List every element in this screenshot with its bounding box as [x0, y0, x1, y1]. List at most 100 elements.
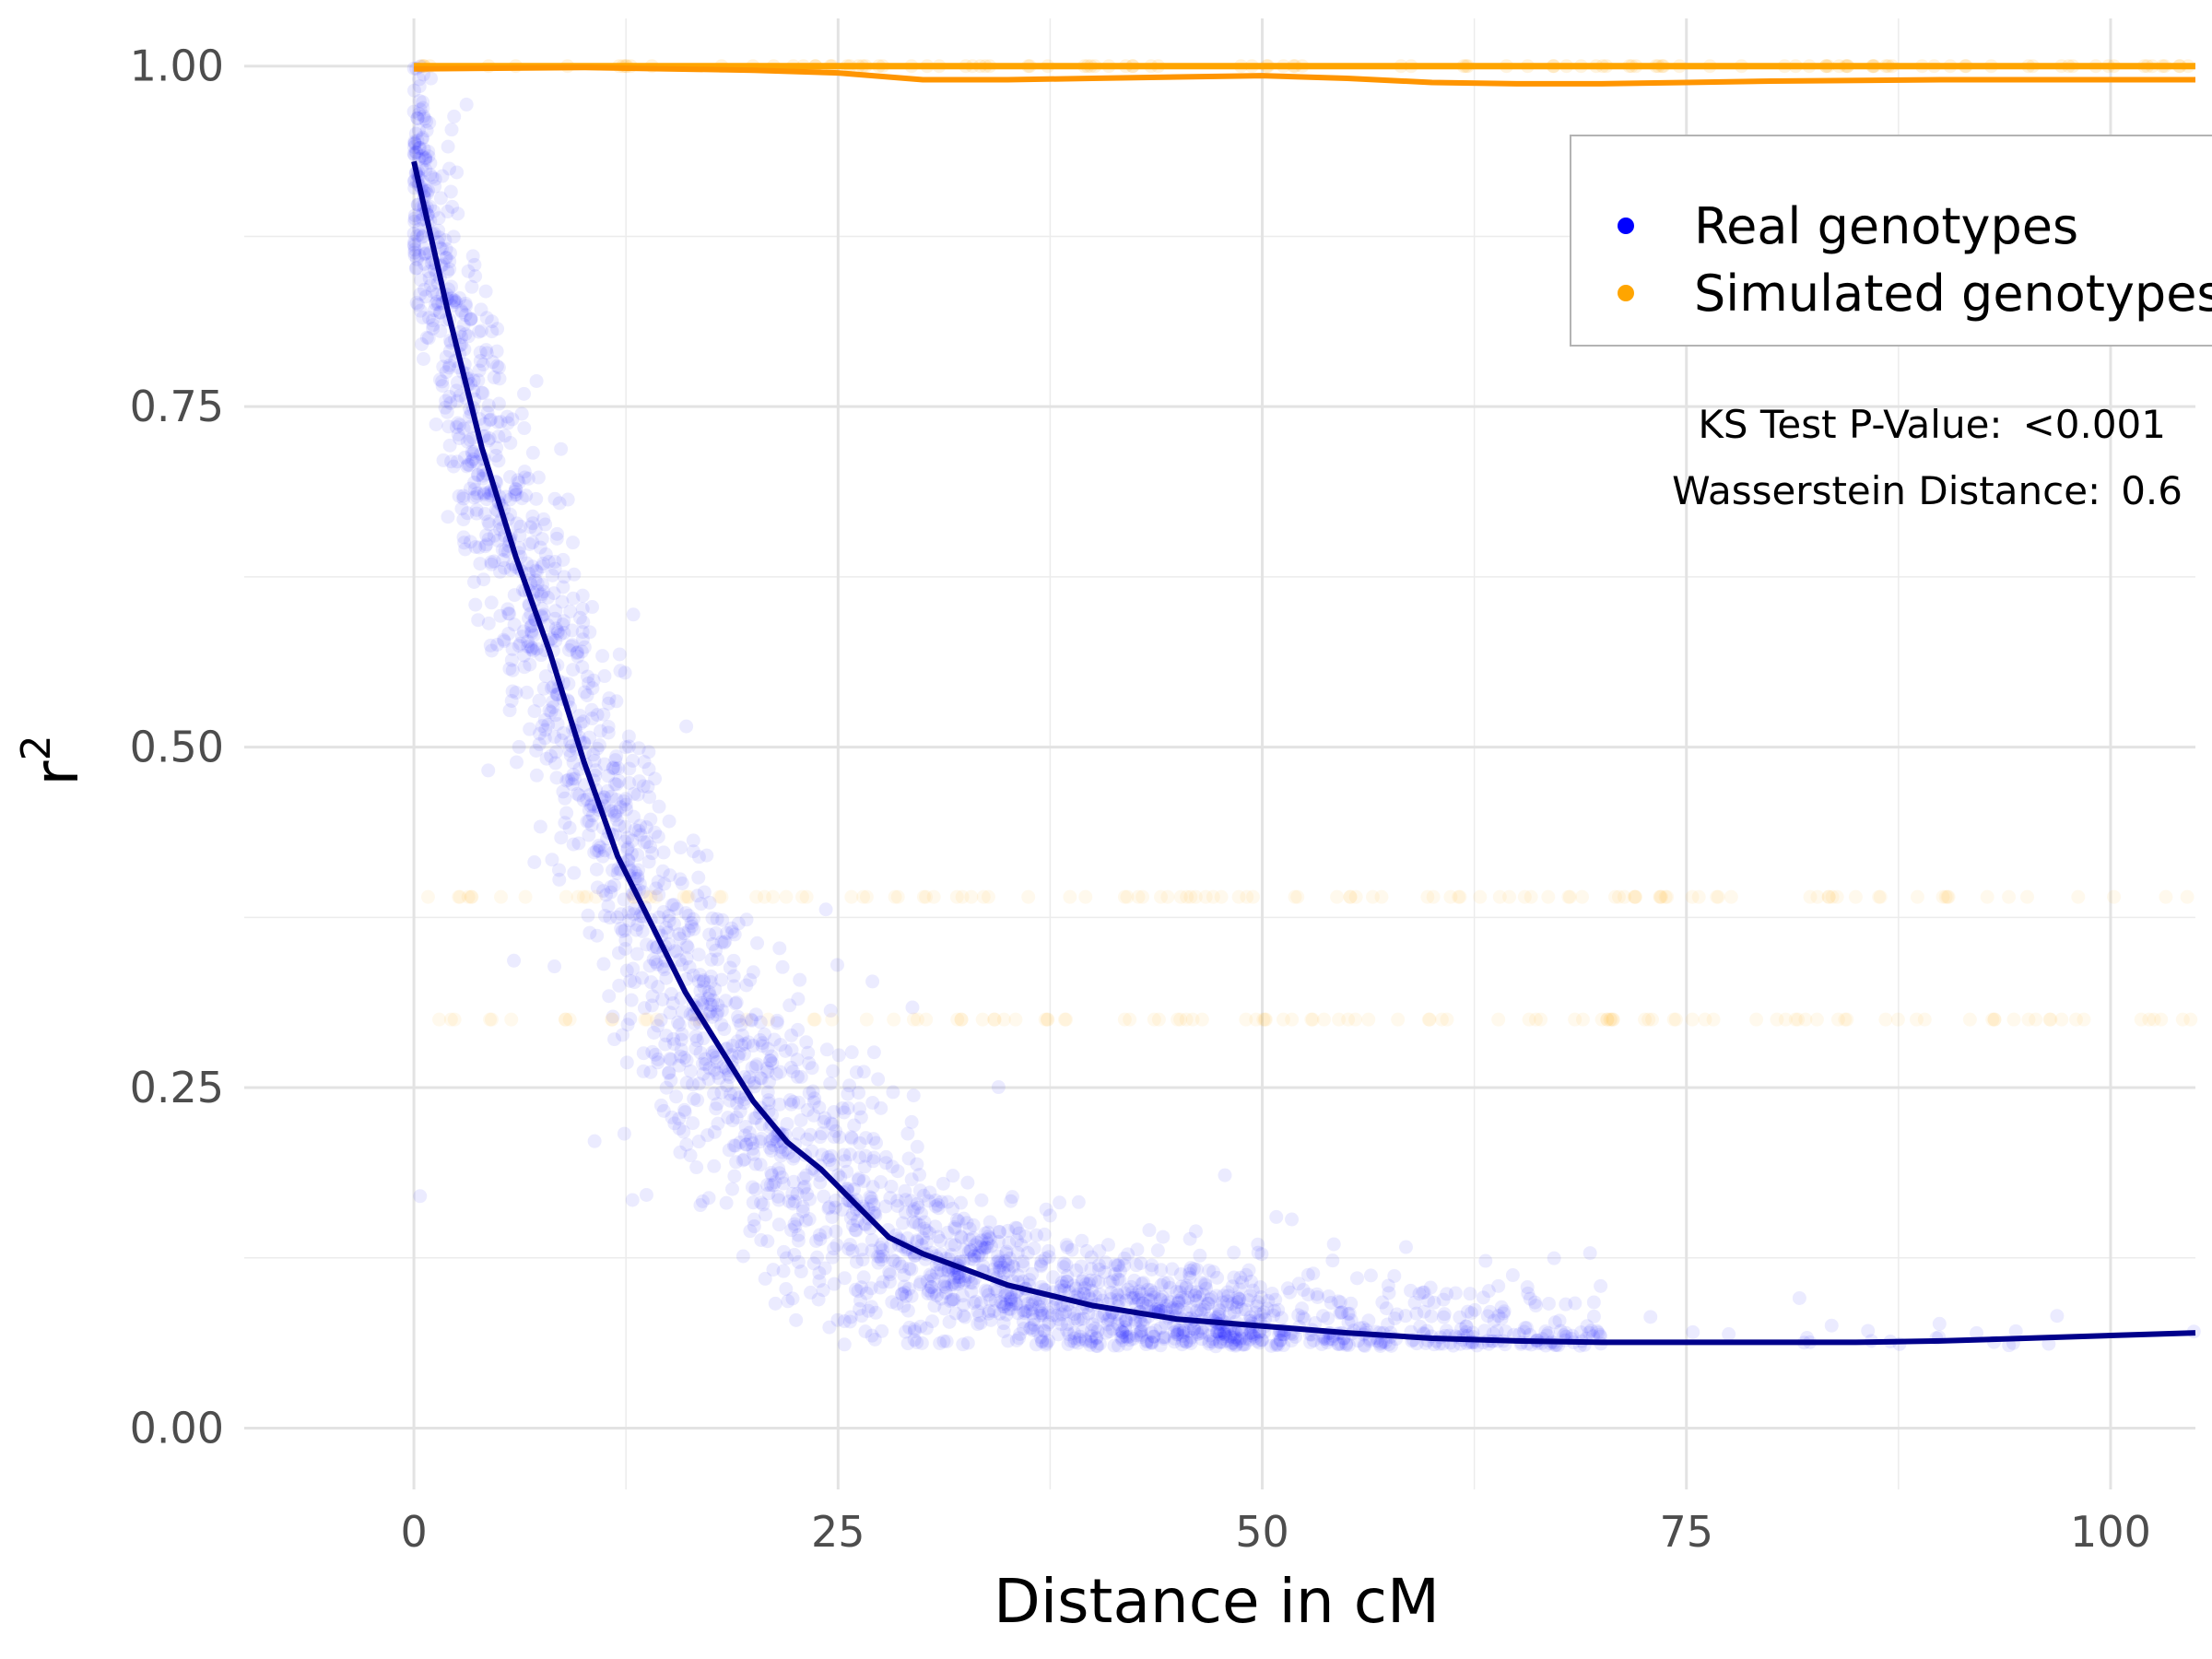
real-point — [1238, 1337, 1253, 1352]
real-point — [1321, 1333, 1335, 1347]
real-point — [853, 1110, 868, 1124]
real-point — [769, 1066, 783, 1081]
real-point — [791, 1254, 806, 1269]
real-point — [1027, 1241, 1041, 1255]
real-point — [468, 597, 483, 612]
real-point — [1250, 1334, 1265, 1348]
real-point — [1084, 1335, 1099, 1349]
real-point — [1273, 1333, 1288, 1347]
real-point — [1025, 1298, 1040, 1312]
real-point — [1383, 1338, 1398, 1353]
real-point — [827, 1105, 841, 1120]
real-point — [628, 975, 642, 990]
simulated-point — [1658, 889, 1673, 904]
real-point — [705, 1045, 720, 1060]
simulated-point — [1685, 1012, 1700, 1027]
real-point — [581, 908, 595, 923]
simulated-point — [1305, 1012, 1320, 1027]
real-point — [479, 537, 494, 552]
real-point — [711, 1005, 725, 1019]
real-point — [466, 490, 481, 505]
real-point — [1216, 1295, 1230, 1310]
real-point — [1209, 1324, 1224, 1339]
simulated-point — [1575, 889, 1590, 904]
real-point — [673, 1145, 688, 1159]
real-point — [441, 510, 455, 524]
real-point — [416, 229, 430, 243]
real-point — [910, 1139, 924, 1154]
real-point — [1011, 1306, 1026, 1321]
real-point — [526, 628, 541, 642]
real-point — [904, 1172, 919, 1187]
real-point — [426, 313, 441, 328]
real-point — [866, 1045, 881, 1060]
real-point — [1686, 1324, 1700, 1339]
real-point — [1182, 1231, 1197, 1246]
real-point — [1143, 1293, 1158, 1308]
simulated-point — [794, 889, 809, 904]
real-point — [559, 806, 574, 820]
real-point — [1045, 1308, 1060, 1323]
real-point — [500, 416, 515, 430]
real-point — [615, 924, 629, 938]
real-point — [784, 1042, 799, 1057]
simulated-point — [1317, 1012, 1332, 1027]
real-point — [609, 749, 624, 764]
simulated-point — [1524, 889, 1538, 904]
simulated-point — [453, 889, 467, 904]
real-point — [496, 553, 511, 568]
real-point — [548, 621, 563, 636]
simulated-point — [749, 889, 764, 904]
real-point — [431, 223, 446, 238]
real-point — [1159, 1301, 1173, 1316]
simulated-point — [494, 889, 509, 904]
real-point — [865, 1154, 880, 1169]
real-point — [1357, 1337, 1371, 1352]
real-point — [630, 787, 645, 802]
simulated-point — [1600, 1012, 1615, 1027]
simulated-point — [2029, 1012, 2043, 1027]
real-point — [865, 1095, 880, 1110]
real-point — [1072, 1332, 1087, 1347]
real-point — [1291, 1277, 1306, 1291]
real-point — [914, 1335, 929, 1350]
real-point — [784, 1223, 799, 1238]
real-point — [1344, 1296, 1359, 1311]
real-point — [507, 953, 522, 968]
simulated-point — [1872, 889, 1887, 904]
real-point — [921, 1287, 935, 1301]
real-point — [656, 904, 671, 919]
real-point — [1491, 1309, 1506, 1324]
real-point — [604, 804, 618, 818]
simulated-point — [996, 1012, 1011, 1027]
simulated-point — [1290, 889, 1305, 904]
real-point — [1079, 1243, 1094, 1258]
real-point — [618, 797, 633, 812]
real-point — [1018, 1230, 1033, 1244]
real-point — [564, 639, 579, 653]
real-point — [573, 716, 588, 731]
real-point — [609, 793, 624, 807]
x-tick-label: 0 — [400, 1507, 427, 1557]
simulated-point — [2180, 889, 2194, 904]
real-point — [512, 528, 527, 543]
real-point — [875, 1253, 889, 1267]
real-point — [481, 616, 496, 630]
real-point — [1186, 1322, 1201, 1336]
real-point — [412, 72, 427, 87]
real-point — [507, 588, 522, 603]
real-point — [882, 1265, 897, 1279]
simulated-point — [1502, 889, 1517, 904]
real-point — [1453, 1322, 1468, 1336]
simulated-point — [1183, 889, 1198, 904]
real-point — [613, 800, 628, 815]
real-point — [611, 761, 626, 776]
real-point — [1213, 1327, 1228, 1342]
real-point — [1016, 1274, 1030, 1288]
real-point — [544, 681, 559, 696]
real-point — [2050, 1309, 2065, 1324]
real-point — [481, 514, 496, 529]
real-point — [421, 265, 436, 279]
real-point — [840, 1164, 854, 1179]
simulated-point — [1040, 1012, 1054, 1027]
